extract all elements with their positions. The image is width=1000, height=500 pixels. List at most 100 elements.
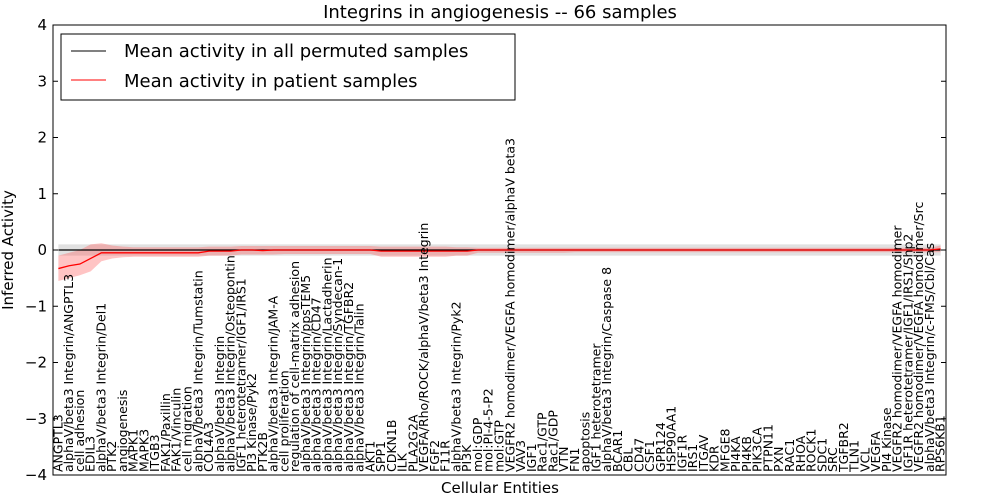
category-label: RPS6KB1: [933, 415, 948, 472]
category-label: PTPN11: [760, 424, 775, 472]
legend-label-patient: Mean activity in patient samples: [124, 71, 418, 92]
category-label: alphaV/beta3 Integrin/Del1: [93, 303, 108, 472]
category-label: alphaV/beta3 Integrin/ANGPTL3: [61, 274, 76, 472]
category-label: EDIL3: [83, 436, 98, 472]
category-label: VEGFR2 homodimer/VEGFA homodimer/Src: [911, 202, 926, 472]
legend-label-permuted: Mean activity in all permuted samples: [124, 41, 468, 62]
category-label: IRS1: [685, 444, 700, 472]
category-label: PI4 Kinase: [879, 407, 894, 472]
category-label: MAPK3: [136, 429, 151, 472]
y-tick-label: −2: [25, 354, 47, 372]
category-label: CSF1: [642, 440, 657, 472]
category-label: GPR124: [653, 422, 668, 472]
category-label: alphaV/beta3 Integrin/JAM-A: [266, 296, 281, 472]
category-label: Rac1/GDP: [545, 410, 560, 472]
category-label: BCAR1: [610, 430, 625, 472]
y-tick-label: −1: [25, 297, 47, 315]
category-label: PTK2B: [255, 432, 270, 472]
category-label: Rac1/GTP: [535, 412, 550, 472]
category-label: PI3K: [459, 444, 474, 472]
category-label: mol:GTP: [492, 420, 507, 472]
category-label: cell proliferation: [276, 370, 291, 472]
category-label: SPP1: [373, 441, 388, 472]
category-label: VAV3: [513, 440, 528, 472]
y-tick-label: 3: [37, 72, 47, 90]
series-lines: [58, 248, 941, 270]
category-label: PLA2G2A: [405, 414, 420, 472]
category-label: PXN: [771, 447, 786, 472]
category-label: IGF1 heterotetramer: [588, 343, 603, 472]
category-label: angiogenesis: [115, 390, 130, 472]
category-label: ANGPTL3: [50, 414, 65, 472]
category-label: apoptosis: [578, 412, 593, 472]
y-tick-label: 4: [37, 16, 47, 34]
category-label: ITGB3: [147, 434, 162, 472]
category-label: ROCK1: [804, 429, 819, 472]
category-label: CBL: [621, 448, 636, 472]
category-label: AKT1: [362, 441, 377, 472]
category-label: SDC1: [814, 438, 829, 472]
category-label: cell migration: [179, 386, 194, 472]
category-label: alphaV/beta3 Integrin/c-FMS/Cbl/Cas: [922, 243, 937, 472]
category-label: CDKN1B: [384, 420, 399, 472]
category-label: PI4KB: [739, 436, 754, 472]
category-label: KDR: [707, 445, 722, 472]
category-label: alphaV/beta3 Integrin/Pyk2: [448, 301, 463, 472]
category-label: alphaV/beta3 Integrin/Tumstatin: [190, 270, 205, 472]
category-label: IGF1: [524, 443, 539, 472]
category-label: RAC1: [782, 439, 797, 472]
category-label: FGF2: [427, 440, 442, 472]
category-label: PI3 Kinase/Pyk2: [244, 373, 259, 472]
category-label: MFGE8: [717, 428, 732, 472]
category-label: IGF1R: [674, 434, 689, 472]
category-label: alphaV/beta3 Integrin/Caspase 8: [599, 267, 614, 472]
category-label: ITGAV: [696, 434, 711, 472]
category-label: alphaV/beta3 Integrin/TGFBR2: [341, 282, 356, 472]
category-label: VCL: [857, 448, 872, 472]
legend-box: [60, 33, 516, 101]
category-label: alphaV/beta3 Integrin/Talin: [352, 304, 367, 473]
category-label: alphaV/beta3 Integrin/CD47: [309, 297, 324, 472]
category-label: FAK1/Vinculin: [169, 388, 184, 472]
legend: Mean activity in all permuted samples Me…: [60, 33, 516, 101]
y-axis-label: Inferred Activity: [0, 190, 17, 310]
category-label: cell adhesion: [72, 390, 87, 472]
category-label: CD47: [631, 438, 646, 472]
category-label: TGFBR2: [836, 422, 851, 473]
category-label: PI4KA: [728, 436, 743, 472]
category-label: VEGFR2 homodimer/VEGFA homodimer/alphaV …: [502, 138, 517, 472]
category-label: mol:PI-4-5-P2: [481, 388, 496, 472]
category-label: PTK2: [104, 441, 119, 472]
category-label: VEGFR2 homodimer/VEGFA homodimer: [890, 225, 905, 472]
y-tick-label: −3: [25, 410, 47, 428]
category-label: HSP90AA1: [664, 406, 679, 472]
category-label: SRC: [825, 447, 840, 472]
y-tick-label: −4: [25, 466, 47, 484]
x-axis-label: Cellular Entities: [441, 479, 559, 497]
category-label: ILK: [395, 452, 410, 472]
series-line-patient: [58, 248, 941, 270]
category-label: alphaV/beta3 Integrin: [212, 336, 227, 472]
category-label: mol:GDP: [470, 417, 485, 472]
chart-title: Integrins in angiogenesis -- 66 samples: [323, 2, 677, 23]
category-label: alphaV/beta3 Integrin/Lactadherin: [319, 257, 334, 472]
category-label: VEGFA: [868, 431, 883, 472]
category-label: IGF1 heterotetramer/IGF1/IRS1: [233, 278, 248, 472]
category-label: PIK3CA: [750, 427, 765, 472]
category-label: COL4A3: [201, 422, 216, 472]
category-label: alphaV/beta3 Integrin/Osteopontin: [223, 255, 238, 472]
category-label: F11R: [438, 440, 453, 472]
y-axis-ticks: −4 −3 −2 −1 0 1 2 3 4: [25, 16, 946, 484]
band-patient: [58, 243, 941, 281]
plot-frame: [52, 24, 947, 476]
category-label: MAPK1: [126, 429, 141, 472]
category-label: VTN: [556, 446, 571, 472]
category-label: alphaV/beta3 Integrin/ppsTEM5: [298, 275, 313, 472]
category-label: RHOA: [793, 435, 808, 472]
category-label: VEGFA/Rho/ROCK/alphaV/beta3 Integrin: [416, 223, 431, 472]
category-label: FN1: [567, 448, 582, 473]
category-label: FAK1/Paxillin: [158, 393, 173, 472]
y-tick-label: 1: [37, 185, 47, 203]
